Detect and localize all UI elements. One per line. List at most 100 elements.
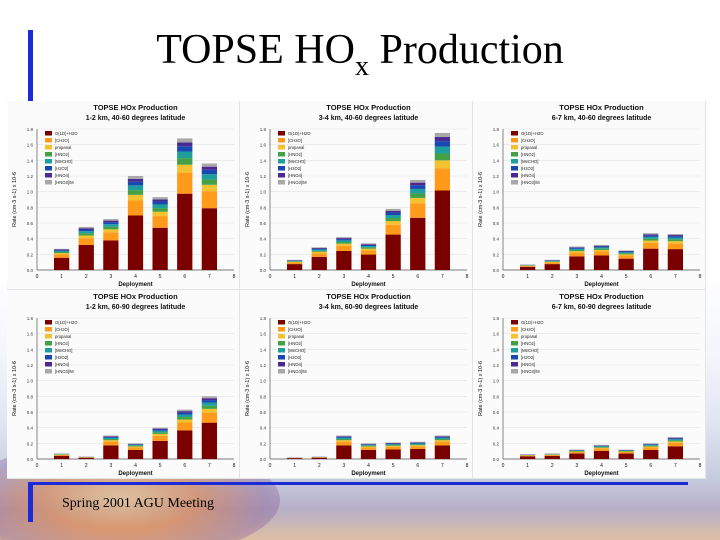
y-tick-label: 1.2 xyxy=(27,174,34,179)
legend-label: [HNO3]/M xyxy=(521,369,540,374)
bar-segment xyxy=(360,247,377,249)
bar-segment xyxy=(667,438,684,440)
bar-segment xyxy=(336,250,352,270)
y-tick-label: 0.6 xyxy=(260,410,267,415)
legend-swatch xyxy=(511,362,518,367)
legend-swatch xyxy=(45,152,52,157)
y-tick-label: 0.4 xyxy=(260,237,267,242)
legend-label: [CH2O] xyxy=(55,138,69,143)
legend-swatch xyxy=(278,320,285,325)
bar-segment xyxy=(177,422,193,431)
legend-label: [HNO4] xyxy=(521,173,535,178)
bar-segment xyxy=(336,240,352,243)
bar-segment xyxy=(201,163,218,167)
chart-title: TOPSE HOx Production xyxy=(93,103,178,112)
bar-segment xyxy=(201,422,218,459)
bar-segment xyxy=(127,447,144,450)
bar-segment xyxy=(201,405,218,409)
bar-segment xyxy=(336,436,352,437)
y-tick-label: 1.0 xyxy=(27,190,34,195)
y-tick-label: 1.2 xyxy=(260,174,267,179)
x-tick-label: 5 xyxy=(159,463,162,469)
y-axis-label: Rate (cm-3 s-1) x 10-6 xyxy=(245,361,251,416)
bar-segment xyxy=(103,441,119,446)
x-tick-label: 3 xyxy=(575,274,578,280)
bar-segment xyxy=(434,190,451,270)
legend-swatch xyxy=(45,320,52,325)
x-tick-label: 7 xyxy=(208,463,211,469)
bar-segment xyxy=(410,197,426,204)
bar-segment xyxy=(152,435,168,441)
bar-segment xyxy=(177,419,193,423)
bar-segment xyxy=(410,449,426,459)
legend-label: [CH2O] xyxy=(55,327,69,332)
bar-segment xyxy=(336,439,352,441)
bar-segment xyxy=(177,414,193,418)
legend-label: [H2O2] xyxy=(521,355,534,360)
bar-segment xyxy=(201,412,218,423)
bar-segment xyxy=(201,408,218,413)
x-tick-label: 4 xyxy=(367,463,370,469)
bar-segment xyxy=(103,229,119,233)
x-tick-label: 2 xyxy=(85,274,88,280)
y-tick-label: 1.0 xyxy=(493,379,500,384)
bar-segment xyxy=(385,210,401,213)
bar-segment xyxy=(78,226,94,229)
bar-segment xyxy=(410,179,426,183)
y-tick-label: 1.6 xyxy=(493,332,500,337)
bar-segment xyxy=(103,439,119,441)
legend-swatch xyxy=(511,159,518,164)
bar-segment xyxy=(103,220,119,223)
legend-swatch xyxy=(278,173,285,178)
y-tick-label: 0.8 xyxy=(27,394,34,399)
y-tick-label: 0.4 xyxy=(27,237,34,242)
bar-segment xyxy=(360,449,377,459)
legend-label: [MeCHO] xyxy=(521,348,538,353)
legend-label: [HNO2] xyxy=(288,152,302,157)
bar-segment xyxy=(569,250,585,252)
bar-segment xyxy=(103,240,119,270)
bar-segment xyxy=(177,430,193,459)
bar-segment xyxy=(311,248,327,250)
bar-segment xyxy=(127,445,144,447)
y-tick-label: 1.4 xyxy=(260,347,267,352)
footer-text: Spring 2001 AGU Meeting xyxy=(62,496,215,511)
bar-segment xyxy=(569,247,585,248)
bar-segment xyxy=(569,453,585,459)
bar-segment xyxy=(434,141,451,147)
legend-swatch xyxy=(511,145,518,150)
bar-segment xyxy=(667,442,684,447)
chart-title: TOPSE HOx Production xyxy=(93,292,178,301)
chart-grid: TOPSE HOx Production 1-2 km, 40-60 degree… xyxy=(7,101,707,479)
legend-swatch xyxy=(45,362,52,367)
legend-label: [HNO4] xyxy=(55,173,69,178)
bar-segment xyxy=(410,441,426,443)
bar-segment xyxy=(336,435,352,437)
x-tick-label: 4 xyxy=(600,274,603,280)
bar-segment xyxy=(336,437,352,440)
x-tick-label: 6 xyxy=(183,463,186,469)
legend-swatch xyxy=(45,159,52,164)
bar-segment xyxy=(336,239,352,241)
x-axis-label: Deployment xyxy=(351,282,385,288)
legend-swatch xyxy=(45,369,52,374)
x-tick-label: 6 xyxy=(649,463,652,469)
legend-label: [HNO3]/M xyxy=(55,369,74,374)
y-tick-label: 0.0 xyxy=(260,268,267,273)
legend-label: [HNO2] xyxy=(521,152,535,157)
bar-segment xyxy=(152,429,168,431)
x-tick-label: 6 xyxy=(416,274,419,280)
bar-segment xyxy=(618,252,634,254)
bar-segment xyxy=(286,260,303,262)
x-axis-label: Deployment xyxy=(118,471,152,477)
bar-segment xyxy=(78,233,94,236)
legend-swatch xyxy=(278,138,285,143)
legend-swatch xyxy=(511,138,518,143)
bar-segment xyxy=(643,234,659,236)
bar-segment xyxy=(127,449,144,459)
legend-swatch xyxy=(45,334,52,339)
bar-segment xyxy=(177,158,193,165)
x-tick-label: 0 xyxy=(502,274,505,280)
bar-segment xyxy=(177,172,193,194)
bar-segment xyxy=(201,174,218,180)
